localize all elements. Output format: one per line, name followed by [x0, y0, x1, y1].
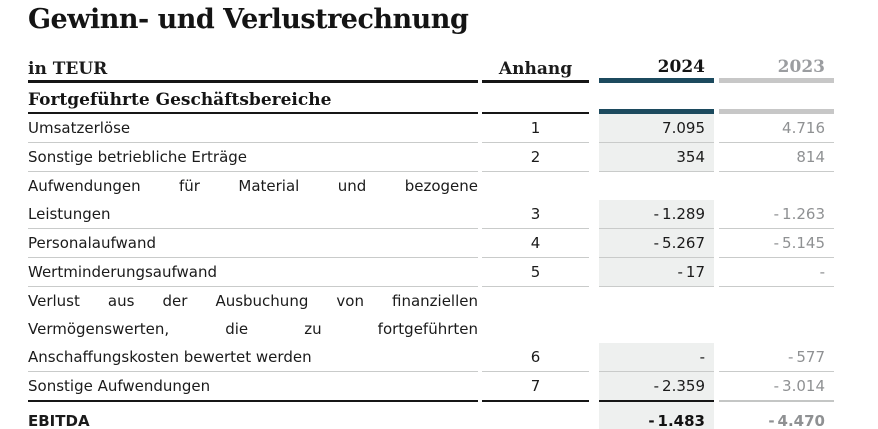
row-value-2024: 7.095 — [599, 114, 714, 143]
row-value-2024: - — [599, 343, 714, 372]
row-value-2023: - 1.263 — [719, 200, 834, 229]
row-anhang: 4 — [482, 229, 589, 258]
row-value-2024: 354 — [599, 143, 714, 172]
row-anhang: 3 — [482, 200, 589, 229]
section-title: Fortgeführte Geschäftsbereiche — [28, 88, 478, 114]
section-2024-bar — [599, 109, 714, 114]
column-header-unit: in TEUR — [28, 58, 478, 83]
row-value-2024: - 5.267 — [599, 229, 714, 258]
table-row-sonstige-ertraege: Sonstige betriebliche Erträge 2 354 814 — [28, 143, 862, 172]
row-label: Wertminderungsaufwand — [28, 258, 478, 287]
row-value-2023: - — [719, 258, 834, 287]
row-label: Umsatzerlöse — [28, 114, 478, 143]
row-anhang: 5 — [482, 258, 589, 287]
section-2023-bar — [719, 109, 834, 114]
page-title: Gewinn- und Verlustrechnung — [28, 4, 469, 35]
row-value-2023: 814 — [719, 143, 834, 172]
total-anhang-spacer — [482, 402, 589, 429]
section-row-fortgefuehrte-geschaeftsbereiche: Fortgeführte Geschäftsbereiche — [28, 85, 862, 114]
table-row-ebitda-total: EBITDA - 1.483 - 4.470 — [28, 402, 862, 429]
column-header-2024: 2024 — [599, 56, 714, 83]
row-anhang: 6 — [482, 343, 589, 372]
column-header-anhang: Anhang — [482, 58, 589, 83]
row-anhang: 2 — [482, 143, 589, 172]
row-value-2023: - 577 — [719, 343, 834, 372]
row-anhang: 7 — [482, 372, 589, 402]
row-value-2024: - 1.289 — [599, 200, 714, 229]
row-label: Sonstige Aufwendungen — [28, 372, 478, 402]
row-label: Sonstige betriebliche Erträge — [28, 143, 478, 172]
row-label: Verlust aus der Ausbuchung von finanziel… — [28, 287, 478, 372]
row-label: Aufwendungen für Material und bezogene L… — [28, 172, 478, 229]
table-row-wertminderungsaufwand: Wertminderungsaufwand 5 - 17 - — [28, 258, 862, 287]
table-header-row: in TEUR Anhang 2024 2023 — [28, 53, 862, 83]
column-header-2023: 2023 — [719, 56, 834, 83]
row-value-2024: - 17 — [599, 258, 714, 287]
total-value-2023: - 4.470 — [768, 412, 825, 429]
table-row-umsatzerloese: Umsatzerlöse 1 7.095 4.716 — [28, 114, 862, 143]
table-row-sonstige-aufwendungen: Sonstige Aufwendungen 7 - 2.359 - 3.014 — [28, 372, 862, 402]
section-anhang-spacer — [482, 112, 589, 114]
table-row-personalaufwand: Personalaufwand 4 - 5.267 - 5.145 — [28, 229, 862, 258]
row-value-2023: 4.716 — [719, 114, 834, 143]
table-row-verlust-ausbuchung: Verlust aus der Ausbuchung von finanziel… — [28, 287, 862, 372]
table-row-materialaufwand: Aufwendungen für Material und bezogene L… — [28, 172, 862, 229]
row-value-2023: - 3.014 — [719, 372, 834, 402]
row-anhang: 1 — [482, 114, 589, 143]
total-label: EBITDA — [28, 412, 90, 429]
row-value-2024: - 2.359 — [599, 372, 714, 402]
total-value-2024: - 1.483 — [599, 402, 714, 429]
row-label: Personalaufwand — [28, 229, 478, 258]
row-value-2023: - 5.145 — [719, 229, 834, 258]
